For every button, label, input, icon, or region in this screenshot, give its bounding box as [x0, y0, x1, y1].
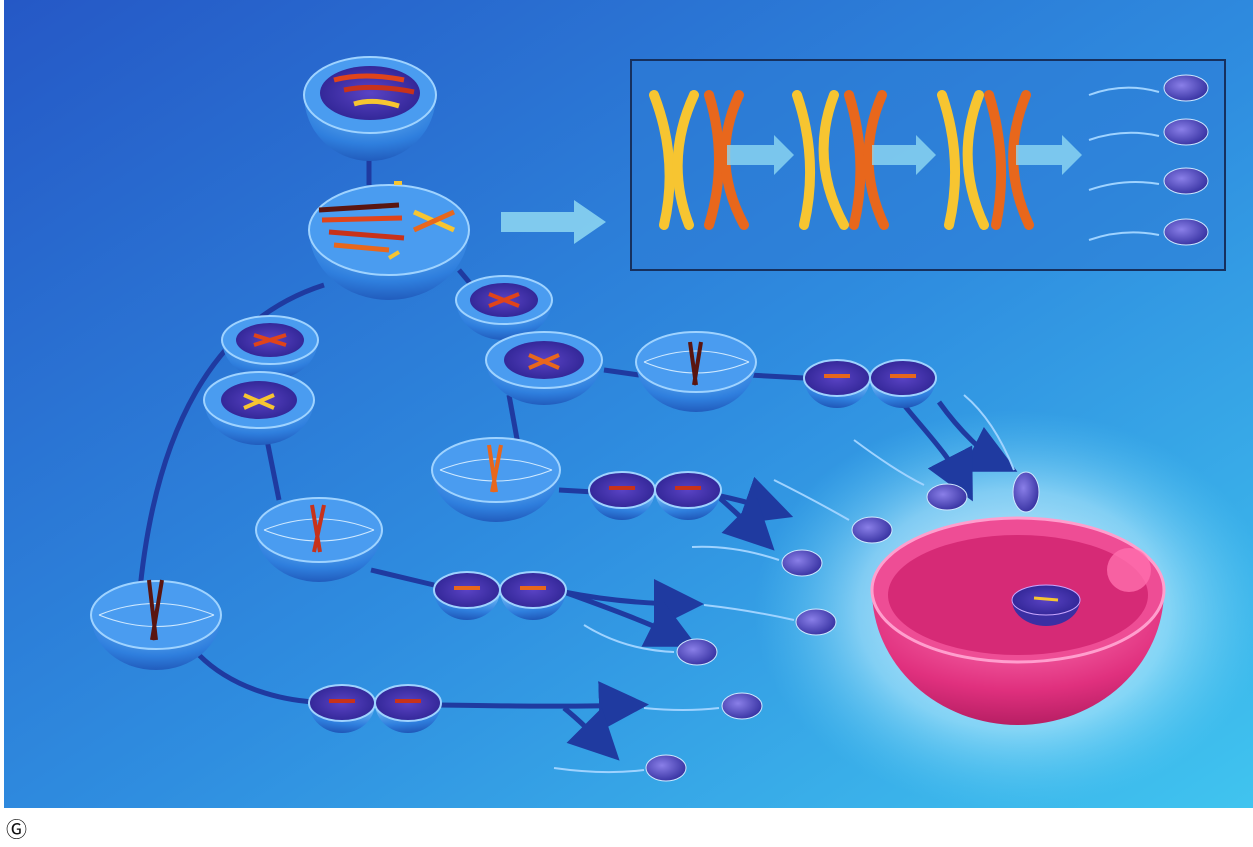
inset-arrow [501, 200, 606, 244]
metaphase-cell-1 [635, 331, 757, 412]
secondary-cells-left [203, 315, 319, 445]
metaphase-cell-4 [90, 579, 222, 670]
metaphase-cell-2 [431, 437, 561, 522]
sperm-cells [553, 394, 1040, 782]
parent-cell [303, 56, 437, 161]
inset-sperm-group [1088, 74, 1209, 246]
egg-cell [870, 516, 1166, 725]
telophase-cells-1 [803, 359, 937, 408]
telophase-cells-2 [588, 471, 722, 520]
metaphase-cell-3 [255, 497, 383, 582]
crossing-over-inset [630, 59, 1226, 271]
telophase-cells-3 [433, 571, 567, 620]
secondary-cells-right [455, 275, 603, 405]
telophase-cells-4 [308, 684, 442, 733]
division-pathways [136, 155, 1018, 761]
prophase-cell [308, 181, 470, 300]
copyright-g-icon: Ⓖ [6, 818, 27, 842]
meiosis-diagram [4, 0, 1253, 808]
